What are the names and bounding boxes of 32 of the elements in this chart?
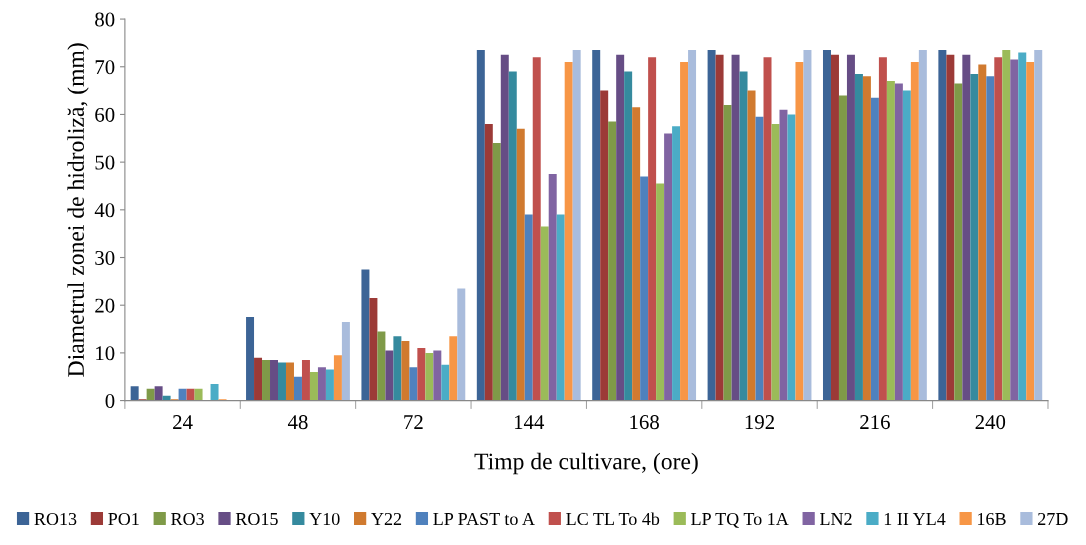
y-tick-label: 50 xyxy=(95,155,115,170)
x-tick-label: 48 xyxy=(287,415,308,430)
legend-label: Y22 xyxy=(371,512,402,525)
legend-label: PO1 xyxy=(108,512,139,526)
y-tick-label: 10 xyxy=(96,346,115,361)
legend-label: LP TQ To 1A xyxy=(691,512,789,528)
y-tick-label: 30 xyxy=(95,250,115,265)
legend-label: Y10 xyxy=(309,512,340,526)
x-tick-label: 216 xyxy=(860,415,890,430)
legend-label: 1 II YL4 xyxy=(884,512,946,525)
x-tick-label: 240 xyxy=(975,415,1006,430)
y-tick-label: 60 xyxy=(95,107,115,122)
x-tick-label: 144 xyxy=(514,415,545,429)
x-axis-title: Timp de cultivare, (ore) xyxy=(474,452,698,475)
x-tick-label: 192 xyxy=(745,415,774,430)
y-tick-label: 20 xyxy=(95,298,115,313)
x-tick-label: 24 xyxy=(173,415,193,429)
legend-label: 27D xyxy=(1038,512,1068,525)
y-tick-label: 40 xyxy=(94,203,115,218)
y-tick-label: 70 xyxy=(95,60,115,75)
y-tick-label: 0 xyxy=(105,393,115,409)
legend-label: RO15 xyxy=(235,512,278,526)
x-tick-label: 168 xyxy=(630,415,659,430)
x-tick-label: 72 xyxy=(404,415,423,429)
legend-label: RO3 xyxy=(171,512,204,526)
y-tick-label: 80 xyxy=(95,12,115,27)
y-axis-title: Diametrul zonei de hidroliză, (mm) xyxy=(67,43,89,377)
legend-label: 16B xyxy=(978,512,1006,526)
legend-label: RO13 xyxy=(34,512,77,526)
legend-label: LN2 xyxy=(820,512,852,525)
legend-label: LC TL To 4b xyxy=(566,512,660,526)
legend-label: LP PAST to A xyxy=(433,512,535,526)
